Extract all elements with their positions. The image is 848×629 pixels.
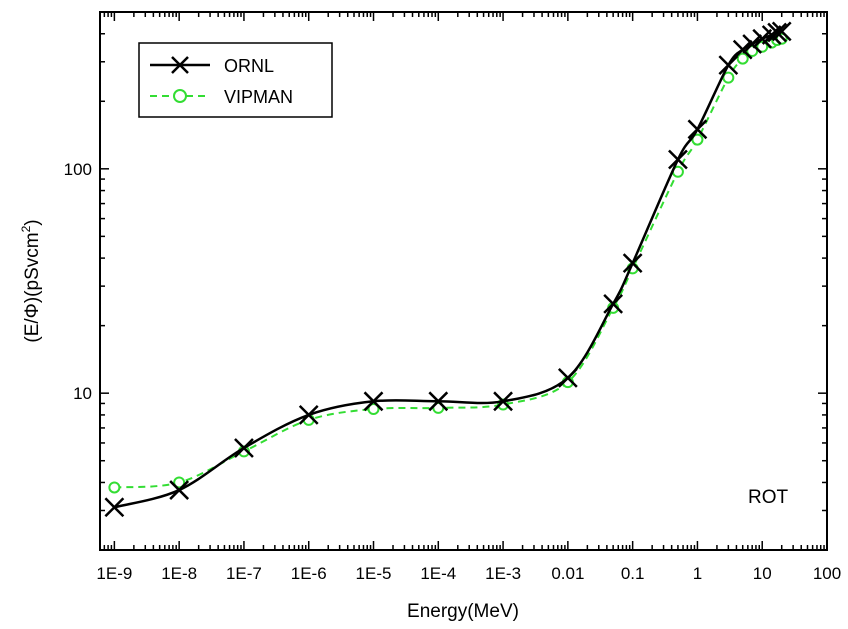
data-point-vipman [367,403,380,416]
x-tick-label: 1E-4 [420,564,456,583]
data-point-ornl [771,21,792,42]
data-point-vipman [746,45,759,58]
x-tick-label: 1 [693,564,702,583]
data-point-ornl [622,253,643,273]
y-tick-label: 100 [64,160,92,179]
data-point-ornl [603,294,624,314]
data-point-vipman [691,133,704,146]
x-tick-label: 1E-3 [485,564,521,583]
data-point-ornl [298,405,319,425]
data-point-vipman [108,481,121,494]
legend-box [138,42,333,118]
data-point-ornl [742,34,763,54]
y-tick-labels: 10 100 [64,160,92,403]
data-point-vipman [173,476,186,489]
x-tick-label: 0.1 [621,564,645,583]
legend: ORNL VIPMAN [138,42,333,118]
x-tick-label: 10 [753,564,772,583]
data-point-ornl [493,391,513,412]
data-point-ornl [363,391,384,412]
plot-frame [99,11,828,551]
data-point-ornl [668,149,688,170]
data-point-vipman [736,52,749,65]
x-tick-label: 1E-9 [96,564,132,583]
x-tick-label: 1E-6 [291,564,327,583]
legend-ornl-label: ORNL [224,56,274,76]
data-point-ornl [687,119,708,140]
y-axis-title: (E/Φ)(pSvcm2) [19,219,43,342]
data-point-ornl [732,39,753,60]
data-point-ornl [234,438,254,458]
annotation-label: ROT [748,487,789,508]
data-point-ornl [428,391,449,412]
legend-ornl-marker [171,56,189,74]
y-tick-label: 10 [73,384,92,403]
x-tick-label: 0.01 [551,564,584,583]
series-layer [104,21,792,518]
x-tick-labels: 1E-9 1E-8 1E-7 1E-6 1E-5 1E-4 1E-3 0.01 0.1 1 10 10… [96,564,841,583]
x-tick-label: 100 [813,564,841,583]
data-point-ornl [767,22,788,43]
x-tick-label: 1E-7 [226,564,262,583]
legend-vipman-marker [173,89,187,103]
data-point-ornl [104,497,125,518]
data-point-vipman [756,40,769,53]
x-tick-label: 1E-5 [356,564,392,583]
x-tick-label: 1E-8 [161,564,197,583]
data-point-ornl [557,367,578,388]
legend-vipman-label: VIPMAN [224,87,293,107]
x-axis-title: Energy(MeV) [407,601,519,622]
data-point-ornl [169,480,190,500]
